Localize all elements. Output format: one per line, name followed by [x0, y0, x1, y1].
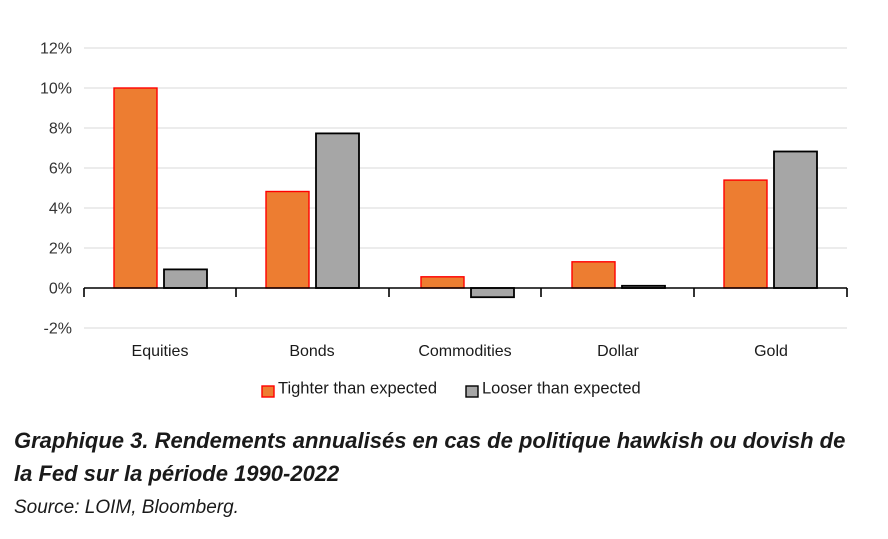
svg-text:Equities: Equities [132, 343, 189, 360]
svg-text:8%: 8% [49, 121, 72, 138]
svg-text:Bonds: Bonds [289, 343, 334, 360]
svg-text:10%: 10% [40, 81, 72, 98]
svg-text:Tighter than expected: Tighter than expected [278, 380, 437, 398]
svg-text:12%: 12% [40, 41, 72, 58]
svg-text:-2%: -2% [44, 321, 72, 338]
svg-text:6%: 6% [49, 161, 72, 178]
svg-text:Commodities: Commodities [418, 343, 511, 360]
svg-text:Dollar: Dollar [597, 343, 639, 360]
svg-text:4%: 4% [49, 201, 72, 218]
svg-text:Gold: Gold [754, 343, 788, 360]
svg-text:0%: 0% [49, 281, 72, 298]
svg-text:2%: 2% [49, 241, 72, 258]
svg-text:Looser than expected: Looser than expected [482, 380, 641, 398]
